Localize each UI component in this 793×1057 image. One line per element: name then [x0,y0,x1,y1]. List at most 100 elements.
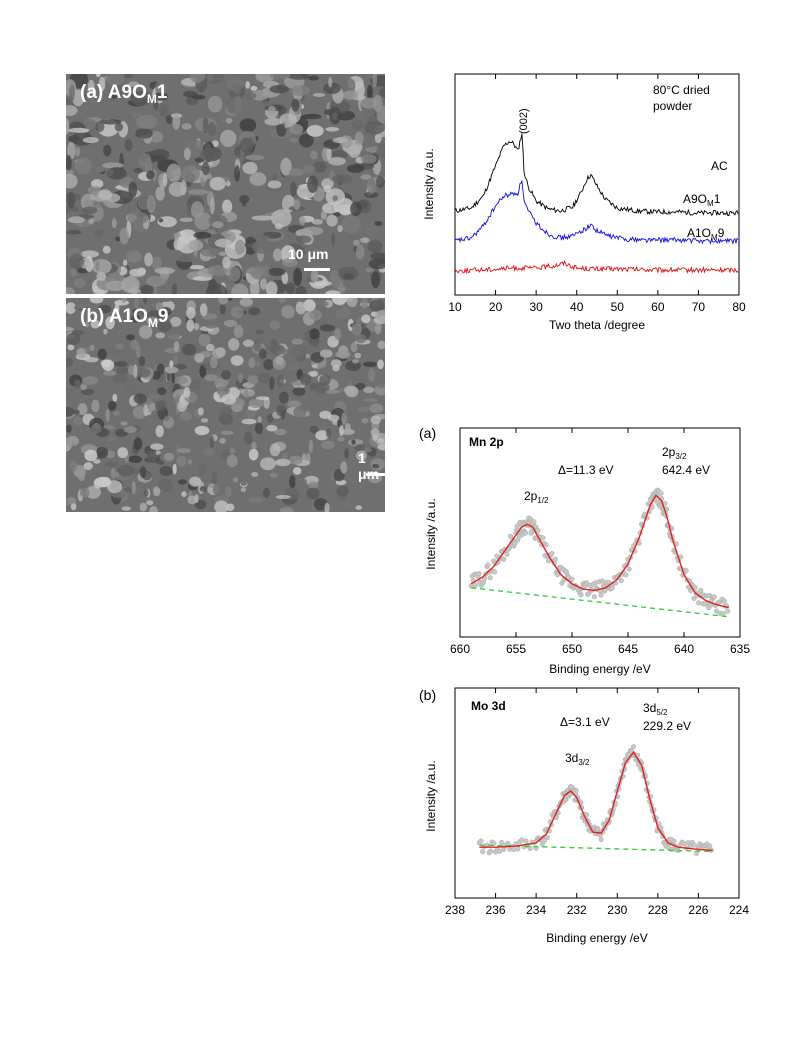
xps-x-tick-label: 660 [450,642,470,656]
xps-data-point [480,849,486,855]
sem-grain [66,287,75,294]
sem-grain [291,99,300,112]
sem-grain [288,455,303,465]
sem-grain [215,189,223,201]
sem-grain [293,199,301,211]
sem-grain [280,410,286,420]
sem-grain [281,305,295,319]
sem-grain [280,157,292,176]
xps-mn-xlabel: Binding energy /eV [549,662,650,676]
sem-grain [176,455,187,467]
sem-grain [355,244,365,260]
sem-grain [369,299,385,312]
xrd-legend-a1om9: A1OM9 [687,226,725,242]
sem-grain [295,235,312,244]
sem-grain [169,316,182,327]
xps-data-point [505,840,511,846]
sem-grain [377,438,385,444]
sem-grain [95,260,100,271]
sem-grain [153,486,161,497]
xrd-x-tick-label: 30 [529,300,543,314]
xrd-x-tick-label: 80 [732,300,746,314]
sem-grain [96,470,110,478]
sem-grain [371,271,381,289]
xps-data-point [549,550,555,556]
sem-grain [66,229,82,235]
sem-grain [239,137,254,153]
sem-grain [308,75,319,81]
xps-data-point [692,585,698,591]
sem-grain [361,442,367,450]
xps-data-point [540,535,546,541]
sem-grain [101,359,115,371]
sem-grain [165,329,180,342]
sem-grain [66,105,78,116]
sem-grain [374,377,385,388]
sem-grain [123,74,133,79]
sem-grain [333,200,341,213]
xps-data-point [707,843,713,849]
sem-grain [374,221,383,226]
sem-grain [255,361,261,367]
sem-grain [310,150,318,160]
sem-grain [73,278,86,288]
sem-grain [133,298,139,309]
sem-grain [342,77,356,95]
sem-grain [112,393,118,402]
sem-grain [155,425,164,438]
sem-grain [270,344,286,355]
sem-grain [301,113,322,120]
sem-grain [234,239,246,255]
sem-grain [361,418,369,424]
sem-grain [146,195,156,213]
sem-grain [181,491,187,498]
sem-grain [186,203,192,217]
sem-grain [377,340,385,350]
sem-grain [329,106,341,125]
sem-grain [341,215,361,234]
sem-grain [330,359,342,368]
sem-grain [365,267,374,273]
xps-fit-curve [470,494,729,609]
sem-grain [136,345,141,358]
sem-grain [337,436,345,442]
sem-grain [172,463,177,475]
xps-data-point [501,556,507,562]
xps-data-point [665,844,671,850]
sem-grain [229,447,236,455]
xrd-annotation-line1: 80°C dried [653,83,710,97]
sem-grain [200,248,220,257]
sem-grain [181,123,192,130]
xps-x-tick-label: 226 [688,903,708,917]
xps-data-point [552,556,558,562]
sem-grain [295,301,307,315]
sem-grain [319,349,333,358]
sem-grain [367,84,373,99]
sem-grain [251,441,257,450]
sem-grain [346,298,358,308]
xps-data-point [527,845,533,852]
sem-grain [264,117,283,126]
sem-grain [299,216,306,226]
xps-data-point [599,578,605,584]
sem-grain [91,423,102,434]
sem-grain [232,477,239,483]
sem-grain [194,494,199,503]
sem-grain [354,303,362,311]
sem-grain [363,361,377,367]
sem-grain [355,505,362,510]
sem-grain [269,473,278,478]
sem-grain [230,306,244,319]
sem-grain [90,319,101,329]
sem-grain [308,439,314,454]
sem-grain [204,74,225,84]
sem-grain [149,131,164,143]
sem-grain [331,149,348,160]
sem-grain [373,94,383,112]
scale-text-a: 10 μm [288,246,329,262]
sem-grain [146,170,155,180]
sem-grain [367,368,376,382]
sem-grain [121,506,131,511]
sem-grain [354,334,367,344]
xps-data-point [492,569,498,575]
